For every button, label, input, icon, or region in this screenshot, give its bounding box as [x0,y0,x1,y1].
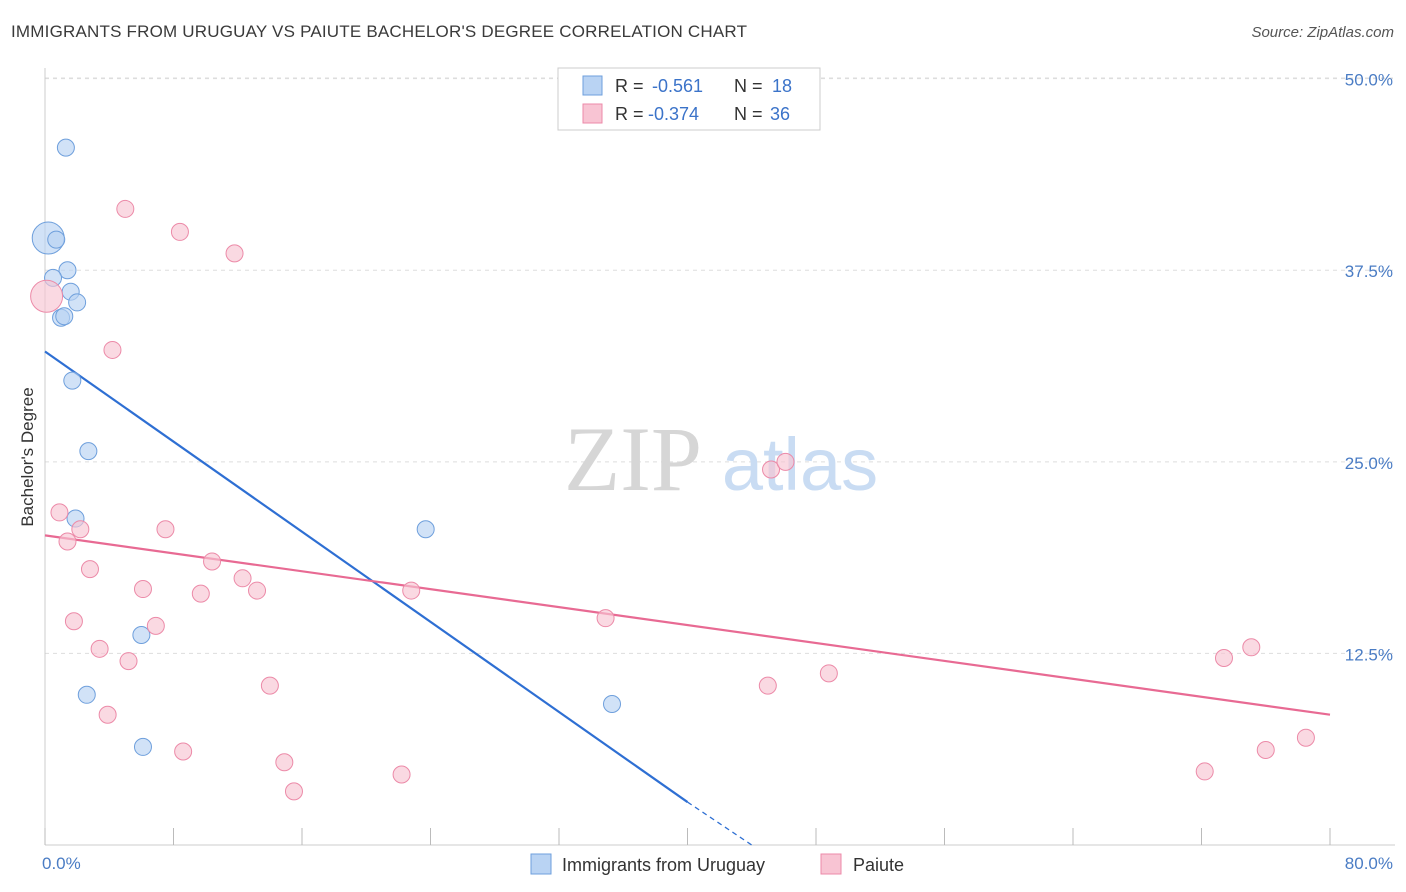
paiute-point [80,560,99,579]
trendlines [44,350,1331,846]
paiute-point [203,552,222,571]
uruguay-point [58,261,77,280]
paiute-point [776,452,795,471]
paiute-point [233,569,252,588]
grid-lines [45,77,1395,654]
uruguay-trendline-extension [687,801,753,846]
chart-title: IMMIGRANTS FROM URUGUAY VS PAIUTE BACHEL… [11,22,748,41]
legend-r-label-1: R = [615,76,644,96]
legend-swatch-paiute [582,103,603,124]
paiute-point [50,503,69,522]
data-points [30,138,1315,801]
x-tick-label: 0.0% [42,854,81,873]
paiute-point [103,340,122,359]
paiute-point [146,616,165,635]
paiute-point [1242,638,1261,657]
uruguay-trendline [44,350,689,803]
paiute-point [191,584,210,603]
watermark-zip: ZIP [564,408,702,510]
uruguay-point [416,520,435,539]
paiute-point [596,609,615,628]
uruguay-point [77,685,96,704]
paiute-point [758,676,777,695]
legend-n-value-1: 18 [772,76,792,96]
bottom-legend-label-paiute: Paiute [853,855,904,875]
paiute-point [260,676,279,695]
legend-r-value-1: -0.561 [652,76,703,96]
paiute-point [1296,728,1315,747]
uruguay-point [133,737,152,756]
x-tick-label: 80.0% [1345,854,1393,873]
legend-n-label-1: N = [734,76,763,96]
y-tick-label: 12.5% [1345,645,1393,664]
paiute-point [402,581,421,600]
paiute-point [98,705,117,724]
paiute-trendline [44,534,1331,716]
paiute-point [170,222,189,241]
uruguay-point [603,694,622,713]
uruguay-point [55,307,74,326]
paiute-point [392,765,411,784]
legend-swatch-uruguay [582,75,603,96]
uruguay-point [132,626,151,645]
paiute-point [1195,762,1214,781]
y-tick-label: 50.0% [1345,71,1393,90]
paiute-point [1214,649,1233,668]
paiute-point [30,279,64,313]
legend-n-value-2: 36 [770,104,790,124]
paiute-point [225,244,244,263]
source-label: Source: ZipAtlas.com [1251,24,1394,41]
uruguay-point [56,138,75,157]
paiute-point [248,581,267,600]
uruguay-point [79,442,98,461]
bottom-legend-label-uruguay: Immigrants from Uruguay [562,855,765,875]
tick-labels: 12.5% 25.0% 37.5% 50.0% 0.0% 80.0% [42,71,1393,873]
legend-r-value-2: -0.374 [648,104,699,124]
watermark-atlas: atlas [722,423,878,506]
y-tick-label: 37.5% [1345,262,1393,281]
paiute-point [275,753,294,772]
paiute-point [116,199,135,218]
paiute-point [64,612,83,631]
uruguay-point [63,371,82,390]
paiute-point [1256,740,1275,759]
paiute-point [819,664,838,683]
uruguay-point [47,230,66,249]
paiute-point [284,782,303,801]
y-axis-title: Bachelor's Degree [18,387,37,526]
paiute-point [156,520,175,539]
bottom-legend: Immigrants from Uruguay Paiute [530,853,904,875]
paiute-point [58,532,77,551]
bottom-legend-swatch-paiute [820,853,842,875]
paiute-point [90,639,109,658]
uruguay-point [68,293,87,312]
legend-n-label-2: N = [734,104,763,124]
legend-r-label-2: R = [615,104,644,124]
paiute-point [119,652,138,671]
axes [44,68,1395,846]
bottom-legend-swatch-uruguay [530,853,552,875]
paiute-point [71,520,90,539]
paiute-point [762,460,781,479]
paiute-point [174,742,193,761]
top-legend: R = -0.561 N = 18 R = -0.374 N = 36 [557,67,821,131]
y-tick-label: 25.0% [1345,454,1393,473]
paiute-point [133,580,152,599]
